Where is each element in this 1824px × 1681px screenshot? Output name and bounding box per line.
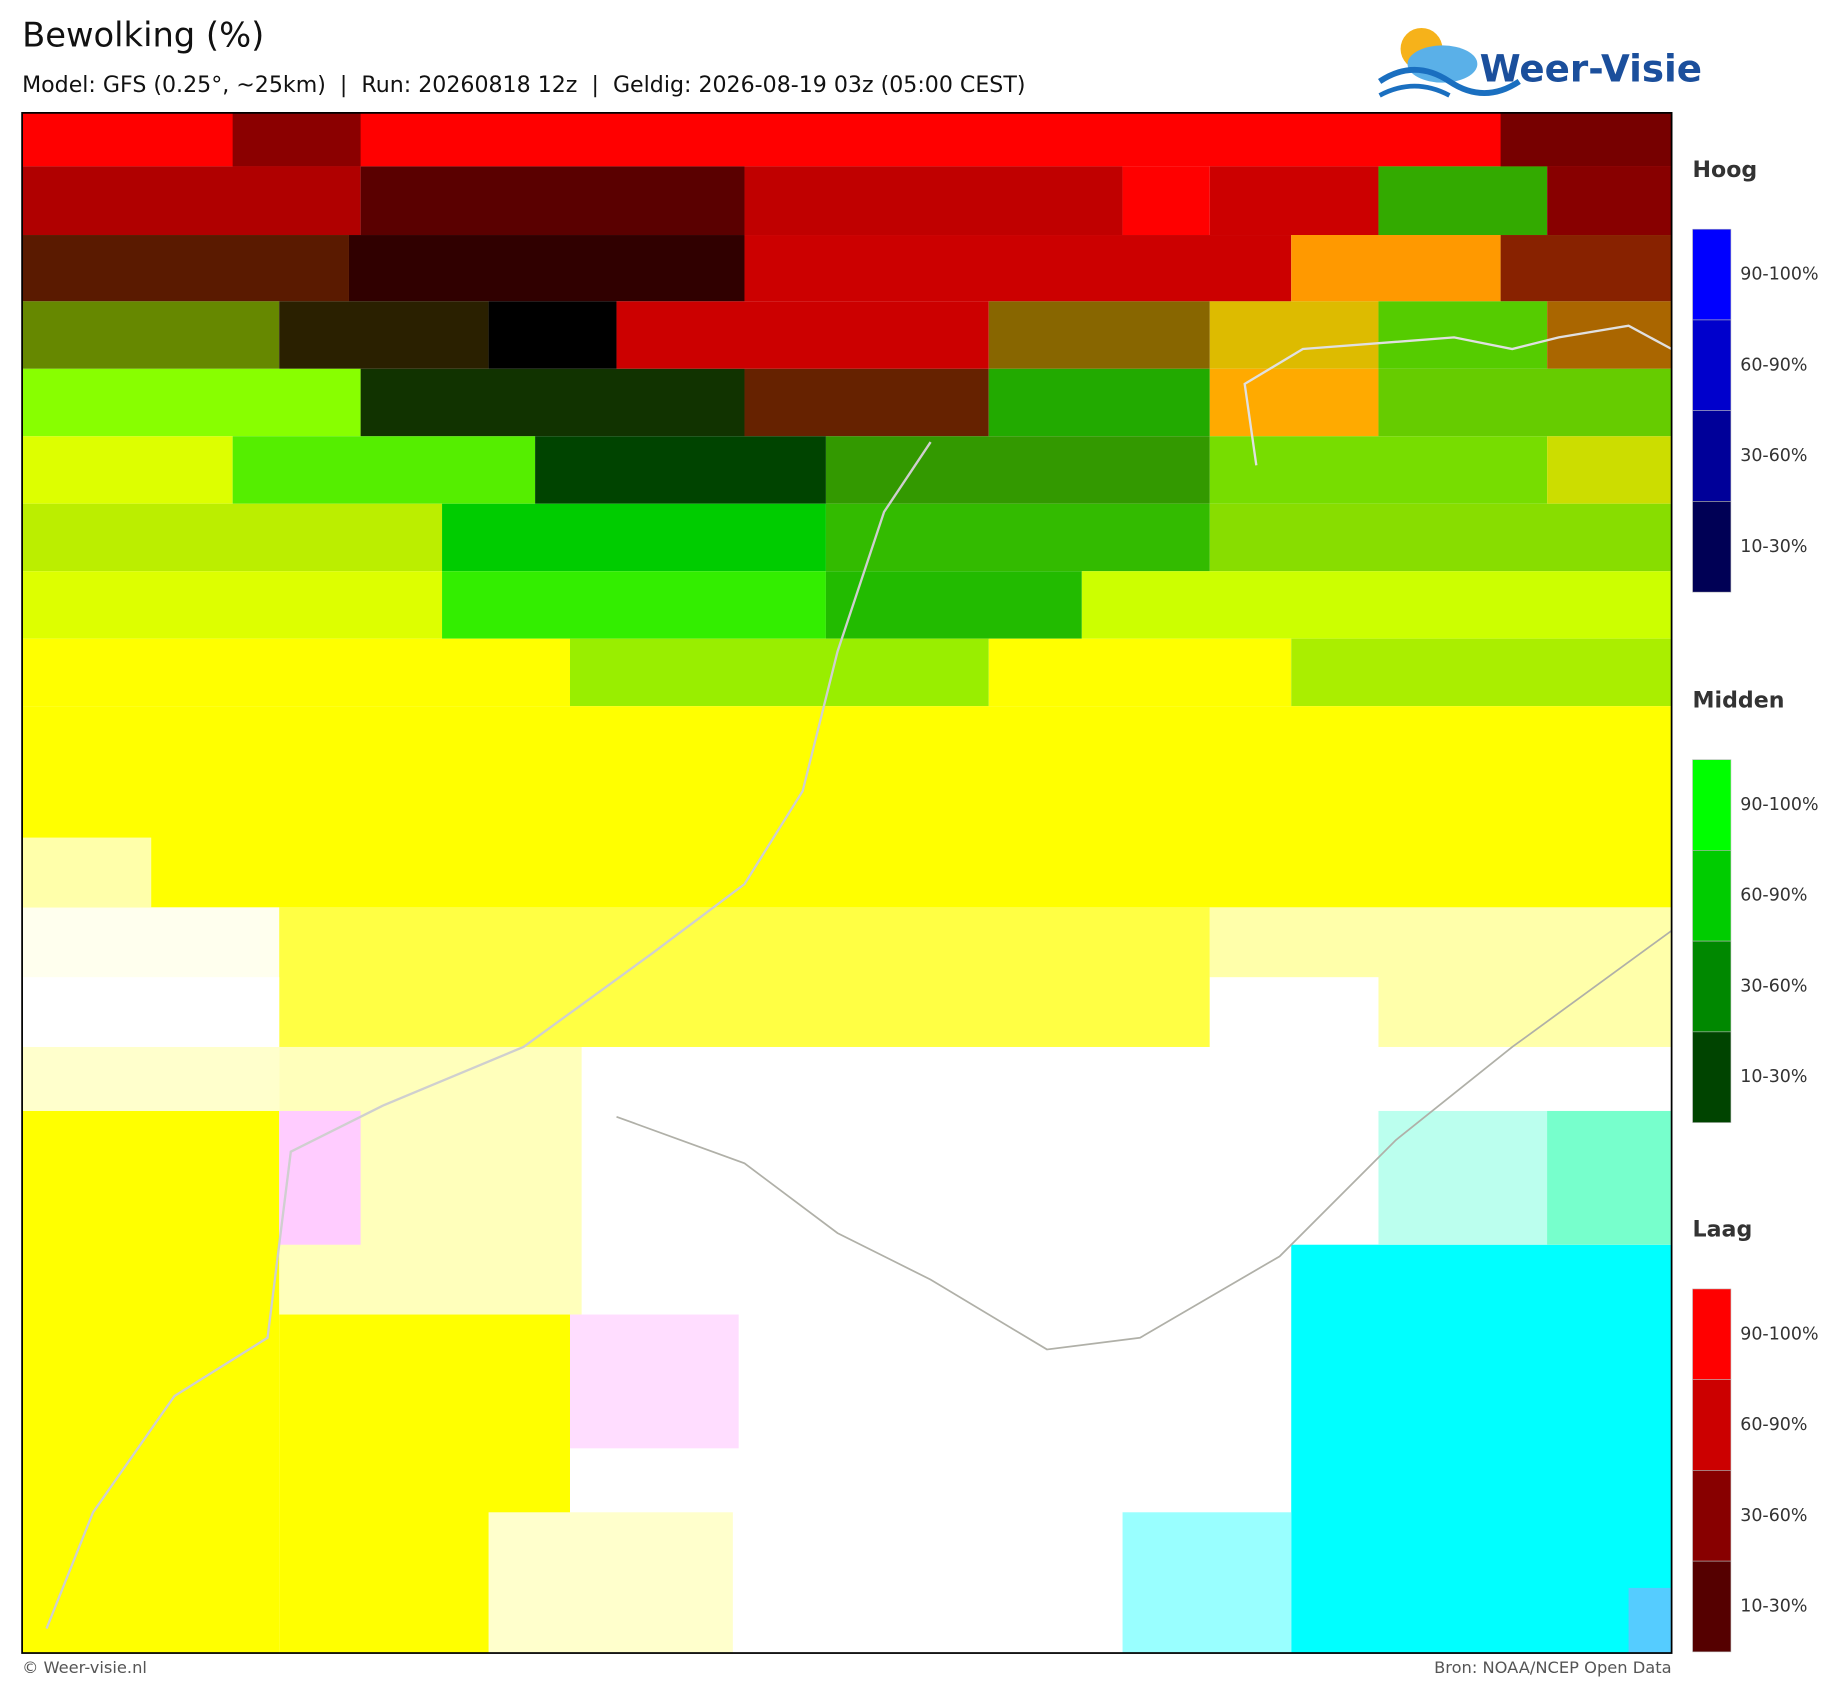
legend-label: 90-100% [1740,795,1818,815]
legend: Hoog 90-100% 60-90% 30-60% 10-30% Midden 90-10… [1692,157,1819,1653]
legend-label: 10-30% [1740,1067,1807,1087]
legend-swatch [1692,501,1732,593]
legend-swatch [1692,228,1732,321]
legend-swatch [1692,1560,1732,1653]
legend-label: 60-90% [1740,886,1807,906]
legend-label: 30-60% [1740,1506,1807,1526]
legend-swatch [1692,759,1732,851]
legend-label: 90-100% [1740,1324,1818,1344]
legend-label: 10-30% [1740,537,1807,557]
legend-title: Hoog [1693,157,1758,183]
legend-swatch [1692,850,1732,942]
legend-swatch [1692,1031,1732,1123]
legend-label: 30-60% [1740,976,1807,996]
legend-label: 60-90% [1740,1415,1807,1435]
legend-label: 30-60% [1740,446,1807,466]
legend-title: Laag [1693,1217,1753,1243]
legend-title: Midden [1693,687,1785,713]
footer-left: © Weer-visie.nl [22,1658,147,1677]
legend-swatch [1692,410,1732,502]
cloud-map [21,112,1673,1654]
legend-label: 60-90% [1740,355,1807,375]
legend-swatch [1692,1470,1732,1562]
title: Bewolking (%) [22,16,264,55]
legend-label: 10-30% [1740,1597,1807,1617]
legend-swatch [1692,319,1732,411]
logo-text: Weer-Visie [1480,46,1702,90]
legend-swatch [1692,1288,1732,1380]
legend-swatch [1692,940,1732,1033]
logo: Weer-Visie [1378,27,1702,98]
footer-right: Bron: NOAA/NCEP Open Data [1434,1658,1672,1677]
subtitle: Model: GFS (0.25°, ~25km) | Run: 2026081… [22,72,1025,98]
legend-swatch [1692,1379,1732,1471]
legend-label: 90-100% [1740,265,1818,285]
